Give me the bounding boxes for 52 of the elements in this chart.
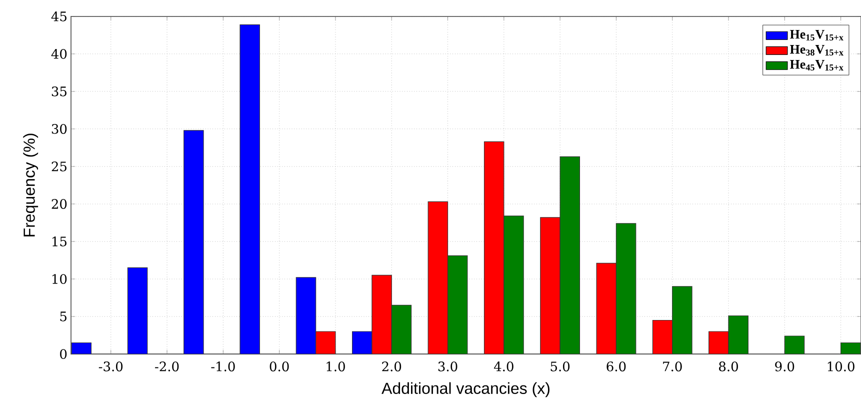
- bar: [560, 156, 580, 354]
- bar: [840, 342, 861, 354]
- y-tick-label: 30: [52, 124, 67, 134]
- bar: [372, 274, 392, 354]
- x-tick-label: 5.0: [550, 362, 570, 372]
- bar: [616, 223, 636, 354]
- bar: [296, 277, 316, 354]
- bar: [728, 315, 748, 354]
- y-tick-label: 45: [51, 11, 66, 22]
- x-tick-label: 8.0: [719, 362, 738, 372]
- y-tick-label: 20: [52, 199, 67, 209]
- y-tick-label: 0: [60, 349, 67, 359]
- legend-label: He$_{15}$V$_{15+x}$: [790, 30, 844, 41]
- bar: [484, 141, 504, 354]
- bar: [672, 286, 692, 354]
- x-tick-label: 3.0: [438, 362, 458, 372]
- x-tick-label: 0.0: [270, 362, 289, 372]
- y-tick-label: 35: [52, 86, 66, 96]
- bar: [540, 217, 560, 354]
- y-tick-label: 5: [60, 312, 66, 322]
- y-tick-label: 25: [52, 162, 66, 172]
- bar: [784, 336, 805, 354]
- bar: [652, 320, 673, 354]
- x-tick-label: 4.0: [494, 362, 514, 372]
- y-tick-label: 40: [51, 49, 67, 59]
- bar: [504, 216, 524, 354]
- bar: [316, 331, 336, 354]
- y-axis-title: Frequency (%): [23, 134, 38, 236]
- bar: [352, 331, 372, 354]
- bar: [127, 267, 148, 354]
- bar: [240, 24, 260, 354]
- y-tick-label: 10: [52, 274, 67, 284]
- x-tick-label: -2.0: [155, 362, 179, 372]
- x-tick-label: 9.0: [775, 362, 794, 372]
- x-tick-label: 6.0: [606, 362, 626, 372]
- x-tick-label: 1.0: [326, 362, 345, 372]
- x-tick-label: -3.0: [98, 362, 123, 372]
- x-tick-label: 2.0: [382, 362, 402, 372]
- bar: [184, 130, 204, 354]
- bar: [447, 255, 468, 354]
- bar: [596, 262, 616, 354]
- x-axis-title: Additional vacancies (x): [382, 382, 550, 398]
- legend-label: He$_{45}$V$_{15+x}$: [790, 60, 844, 71]
- x-tick-label: 10.0: [828, 362, 854, 372]
- bar: [708, 331, 729, 354]
- x-tick-label: 7.0: [663, 362, 682, 372]
- legend-label: He$_{38}$V$_{15+x}$: [790, 45, 844, 56]
- bar: [391, 304, 412, 354]
- bar: [428, 201, 448, 354]
- bar: [72, 342, 92, 354]
- x-tick-label: -1.0: [211, 362, 235, 372]
- y-tick-label: 15: [52, 236, 66, 246]
